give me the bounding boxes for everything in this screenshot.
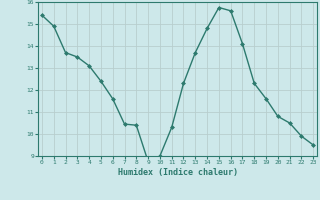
X-axis label: Humidex (Indice chaleur): Humidex (Indice chaleur) — [118, 168, 238, 177]
